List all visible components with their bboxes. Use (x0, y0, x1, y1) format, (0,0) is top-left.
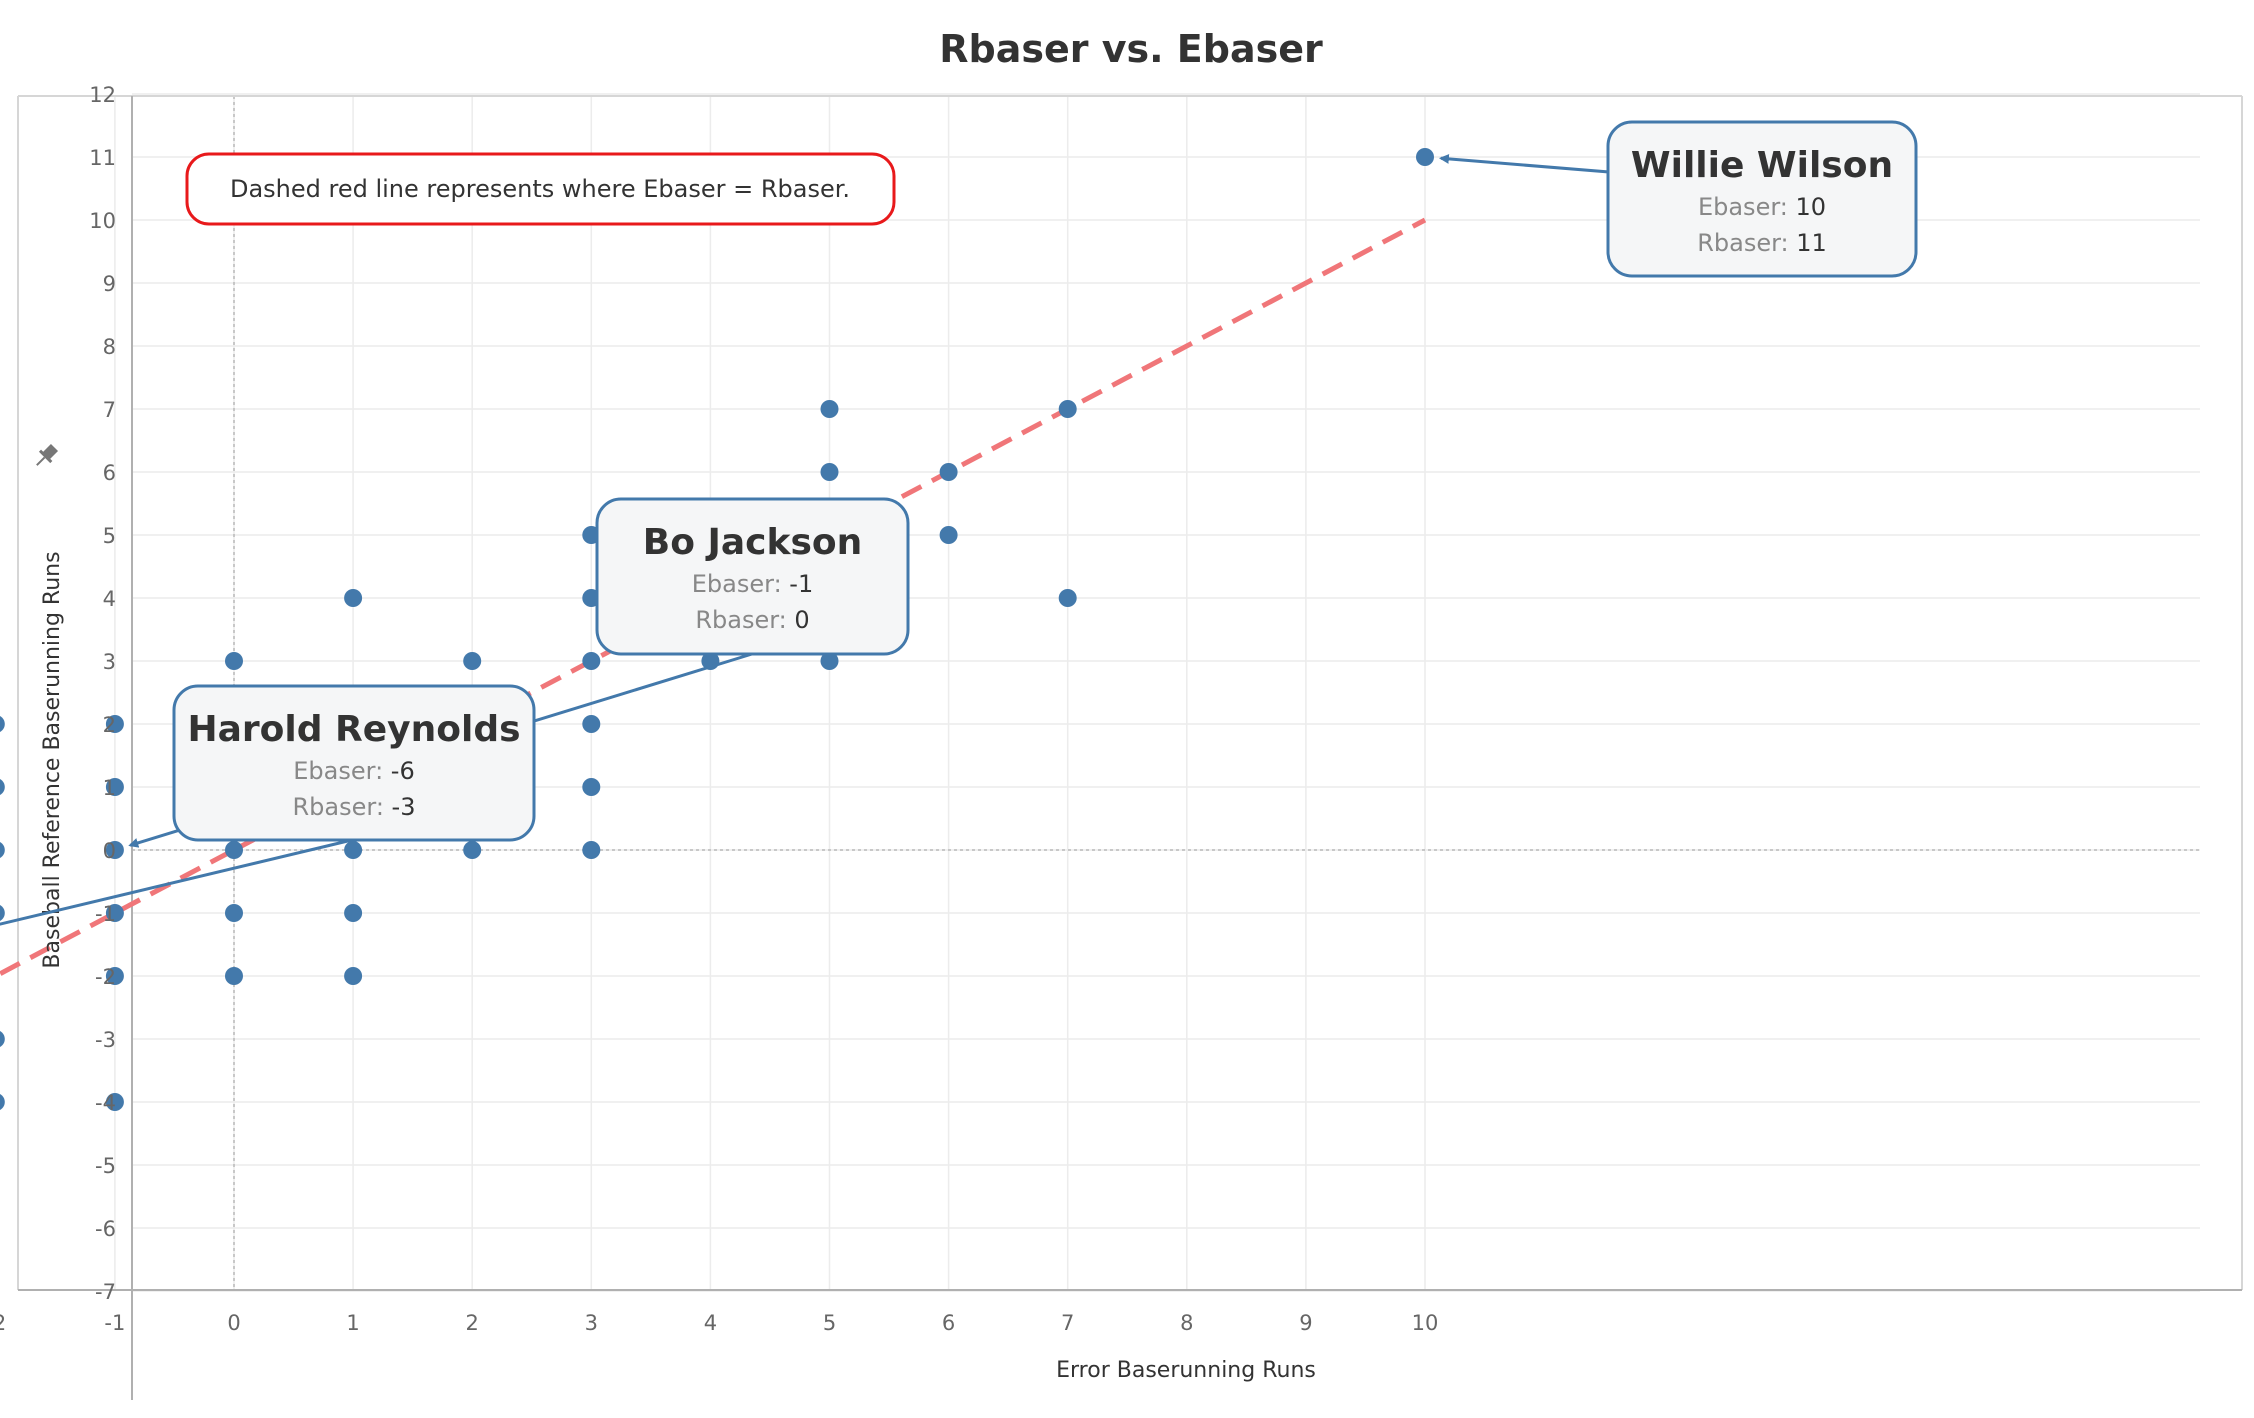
scatter-point[interactable] (344, 841, 363, 859)
axes-frame (17, 95, 2243, 1400)
scatter-point[interactable] (582, 652, 601, 670)
x-tick-label: 1 (346, 1311, 359, 1335)
y-tick-label: -7 (95, 1280, 116, 1304)
callout-bo-jackson: Bo Jackson Ebaser: -1 Rbaser: 0 (128, 497, 910, 848)
callout-rbaser: Rbaser: 0 (695, 606, 809, 634)
scatter-point[interactable] (0, 841, 5, 859)
x-tick-label: 10 (1412, 1311, 1439, 1335)
x-tick-label: 4 (704, 1311, 717, 1335)
x-tick-label: 9 (1299, 1311, 1312, 1335)
y-tick-label: 2 (103, 713, 116, 737)
y-tick-label: -5 (95, 1154, 116, 1178)
y-tick-label: 3 (103, 650, 116, 674)
callout-name: Bo Jackson (643, 522, 862, 563)
callout-ebaser: Ebaser: 10 (1698, 193, 1826, 221)
scatter-point[interactable] (105, 715, 124, 733)
scatter-point[interactable] (0, 1093, 5, 1111)
note-text: Dashed red line represents where Ebaser … (230, 175, 850, 203)
y-tick-label: 12 (89, 83, 116, 107)
scatter-point[interactable] (225, 904, 243, 922)
scatter-point[interactable] (1058, 400, 1077, 418)
callout-box (1606, 120, 1918, 278)
x-tick-label: 3 (585, 1311, 598, 1335)
scatter-point[interactable] (105, 904, 124, 922)
scatter-point[interactable] (105, 967, 124, 985)
callout-name: Harold Reynolds (187, 709, 520, 750)
scatter-point[interactable] (582, 778, 601, 796)
scatter-point[interactable] (344, 967, 363, 985)
callout-ebaser: Ebaser: -6 (293, 757, 414, 785)
y-tick-label: 7 (103, 398, 116, 422)
callout-arrow (0, 838, 353, 926)
y-tick-label: 6 (103, 461, 116, 485)
scatter-point[interactable] (105, 1093, 124, 1111)
callout-rbaser: Rbaser: -3 (293, 793, 416, 821)
x-tick-label: 0 (227, 1311, 240, 1335)
scatter-point[interactable] (820, 652, 839, 670)
callout-harold-reynolds: Harold Reynolds Ebaser: -6 Rbaser: -3 (0, 684, 536, 926)
scatter-point[interactable] (1416, 148, 1434, 166)
scatter-point[interactable] (105, 778, 124, 796)
x-tick-label: 6 (942, 1311, 955, 1335)
y-tick-label: 4 (103, 587, 116, 611)
callout-willie-wilson: Willie Wilson Ebaser: 10 Rbaser: 11 (1438, 120, 1918, 278)
scatter-point[interactable] (0, 1030, 5, 1048)
scatter-point[interactable] (0, 715, 5, 733)
y-tick-label: -3 (95, 1028, 116, 1052)
y-tick-label: -4 (95, 1091, 116, 1115)
note-box: Dashed red line represents where Ebaser … (185, 152, 896, 226)
scatter-point[interactable] (344, 589, 363, 607)
scatter-point[interactable] (0, 778, 5, 796)
y-tick-label: 5 (103, 524, 116, 548)
callouts: Willie Wilson Ebaser: 10 Rbaser: 11 Bo Jack… (0, 120, 1918, 926)
x-tick-label: -1 (104, 1311, 125, 1335)
scatter-point[interactable] (939, 463, 958, 481)
y-axis-title: Baseball Reference Baserunning Runs (40, 551, 65, 968)
callout-box (595, 497, 910, 656)
x-axis-title: Error Baserunning Runs (1056, 1358, 1316, 1383)
y-tick-label: 10 (89, 209, 116, 233)
scatter-point[interactable] (582, 715, 601, 733)
y-tick-label: 1 (103, 776, 116, 800)
pin-icon[interactable] (31, 442, 60, 471)
y-tick-label: -1 (95, 902, 116, 926)
x-tick-label: -2 (0, 1311, 6, 1335)
y-tick-label: -6 (95, 1217, 116, 1241)
y-tick-label: 8 (103, 335, 116, 359)
scatter-point[interactable] (820, 400, 839, 418)
scatter-point[interactable] (939, 526, 958, 544)
chart-title: Rbaser vs. Ebaser (939, 27, 1323, 71)
scatter-point[interactable] (463, 652, 482, 670)
scatter-point[interactable] (344, 904, 363, 922)
scatter-point[interactable] (225, 652, 243, 670)
scatter-point[interactable] (105, 841, 124, 859)
scatter-point[interactable] (0, 904, 5, 922)
scatter-point[interactable] (582, 841, 601, 859)
y-tick-label: 11 (89, 146, 116, 170)
scatter-point[interactable] (225, 967, 243, 985)
scatter-point[interactable] (1058, 589, 1077, 607)
callout-rbaser: Rbaser: 11 (1697, 229, 1827, 257)
x-tick-label: 2 (466, 1311, 479, 1335)
callout-box (172, 684, 536, 842)
x-tick-label: 8 (1180, 1311, 1193, 1335)
y-tick-label: -2 (95, 965, 116, 989)
x-tick-label: 7 (1061, 1311, 1074, 1335)
scatter-point[interactable] (463, 841, 482, 859)
callout-ebaser: Ebaser: -1 (692, 570, 813, 598)
y-tick-label: 0 (103, 839, 116, 863)
callout-name: Willie Wilson (1631, 145, 1893, 186)
y-tick-label: 9 (103, 272, 116, 296)
scatter-point[interactable] (225, 841, 243, 859)
scatter-point[interactable] (820, 463, 839, 481)
x-tick-label: 5 (823, 1311, 836, 1335)
